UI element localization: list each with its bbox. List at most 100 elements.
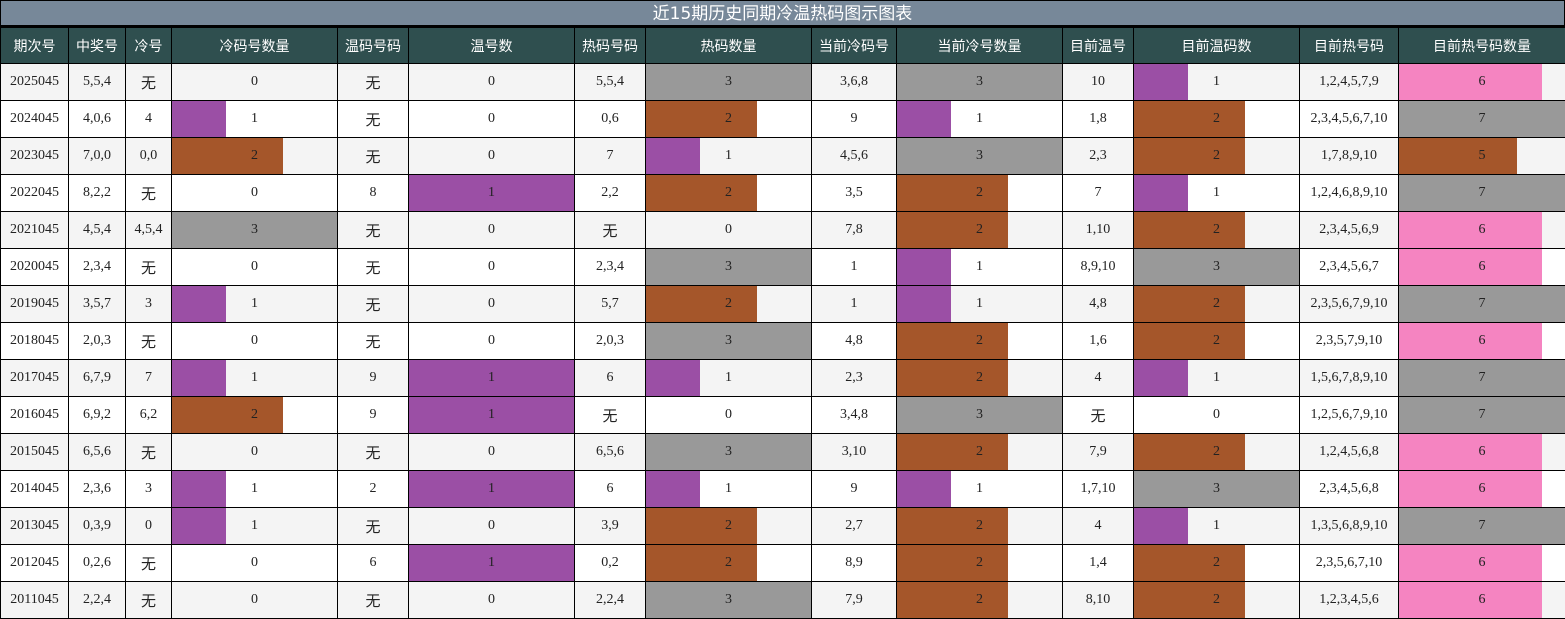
cell-current-hot-number: 2,3,4,5,6,9 bbox=[1300, 212, 1399, 249]
bar-fill bbox=[1399, 323, 1542, 359]
bar-fill bbox=[1399, 138, 1517, 174]
bar-value: 1 bbox=[1213, 74, 1220, 89]
cell-current-cold-count: 2 bbox=[897, 582, 1063, 619]
header-hot-count: 热码数量 bbox=[646, 28, 812, 64]
cell-warm-number: 无 bbox=[338, 508, 409, 545]
cell-current-hot-count: 7 bbox=[1399, 397, 1565, 434]
bar-value: 2 bbox=[725, 555, 732, 570]
cell-hot-count: 2 bbox=[646, 286, 812, 323]
cell-cold-number: 无 bbox=[126, 64, 172, 101]
cell-cold-count: 0 bbox=[172, 545, 338, 582]
cell-issue: 2017045 bbox=[1, 360, 69, 397]
cell-current-hot-number: 1,2,4,6,8,9,10 bbox=[1300, 175, 1399, 212]
cell-warm-number: 无 bbox=[338, 212, 409, 249]
cell-current-warm-count: 3 bbox=[1134, 249, 1300, 286]
cell-warm-count: 0 bbox=[409, 286, 575, 323]
bar-value: 2 bbox=[1213, 296, 1220, 311]
cell-current-warm-number: 8,10 bbox=[1063, 582, 1134, 619]
bar-value: 1 bbox=[488, 407, 495, 422]
cell-cold-count: 0 bbox=[172, 64, 338, 101]
bar-value: 0 bbox=[488, 518, 495, 533]
cell-warm-count: 0 bbox=[409, 249, 575, 286]
cell-current-cold-number: 1 bbox=[812, 249, 897, 286]
bar-value: 3 bbox=[1213, 259, 1220, 274]
cell-issue: 2023045 bbox=[1, 138, 69, 175]
bar-value: 1 bbox=[976, 259, 983, 274]
cell-warm-count: 0 bbox=[409, 212, 575, 249]
bar-value: 0 bbox=[251, 259, 258, 274]
cell-hot-number: 7 bbox=[575, 138, 646, 175]
cell-hot-number: 0,6 bbox=[575, 101, 646, 138]
bar-fill bbox=[1399, 434, 1542, 470]
cell-current-warm-number: 4 bbox=[1063, 360, 1134, 397]
cell-current-warm-count: 2 bbox=[1134, 286, 1300, 323]
cell-current-warm-number: 1,4 bbox=[1063, 545, 1134, 582]
cell-warm-number: 无 bbox=[338, 323, 409, 360]
cell-hot-number: 2,3,4 bbox=[575, 249, 646, 286]
bar-value: 1 bbox=[251, 111, 258, 126]
cell-current-hot-number: 1,2,4,5,7,9 bbox=[1300, 64, 1399, 101]
cell-hot-number: 0,2 bbox=[575, 545, 646, 582]
header-current-hot-number: 目前热号码 bbox=[1300, 28, 1399, 64]
bar-fill bbox=[646, 508, 757, 544]
cell-current-cold-number: 9 bbox=[812, 101, 897, 138]
cell-issue: 2022045 bbox=[1, 175, 69, 212]
bar-value: 0 bbox=[488, 333, 495, 348]
cell-warm-number: 无 bbox=[338, 64, 409, 101]
cell-hot-number: 5,7 bbox=[575, 286, 646, 323]
bar-value: 1 bbox=[251, 518, 258, 533]
cell-cold-number: 4 bbox=[126, 101, 172, 138]
cell-current-hot-count: 7 bbox=[1399, 360, 1565, 397]
cell-current-cold-count: 2 bbox=[897, 545, 1063, 582]
bar-value: 3 bbox=[976, 407, 983, 422]
bar-value: 0 bbox=[251, 555, 258, 570]
bar-value: 1 bbox=[1213, 518, 1220, 533]
bar-value: 1 bbox=[976, 296, 983, 311]
bar-fill bbox=[1134, 545, 1245, 581]
bar-fill bbox=[172, 138, 283, 174]
cell-current-hot-count: 7 bbox=[1399, 508, 1565, 545]
cell-winning-number: 2,0,3 bbox=[69, 323, 126, 360]
bar-value: 1 bbox=[488, 370, 495, 385]
bar-value: 6 bbox=[1479, 74, 1486, 89]
bar-value: 2 bbox=[976, 222, 983, 237]
cell-current-hot-number: 1,2,3,4,5,6 bbox=[1300, 582, 1399, 619]
cell-hot-count: 2 bbox=[646, 101, 812, 138]
bar-value: 6 bbox=[1479, 555, 1486, 570]
cell-issue: 2019045 bbox=[1, 286, 69, 323]
cell-current-hot-count: 6 bbox=[1399, 582, 1565, 619]
bar-value: 1 bbox=[251, 296, 258, 311]
bar-value: 7 bbox=[1479, 296, 1486, 311]
cell-current-warm-number: 4 bbox=[1063, 508, 1134, 545]
cell-cold-count: 1 bbox=[172, 101, 338, 138]
header-winning-number: 中奖号 bbox=[69, 28, 126, 64]
cell-current-hot-count: 6 bbox=[1399, 64, 1565, 101]
cell-current-hot-number: 1,3,5,6,8,9,10 bbox=[1300, 508, 1399, 545]
header-cold-count: 冷码号数量 bbox=[172, 28, 338, 64]
bar-fill bbox=[897, 508, 1008, 544]
bar-value: 0 bbox=[488, 222, 495, 237]
cell-warm-number: 无 bbox=[338, 138, 409, 175]
cell-hot-count: 3 bbox=[646, 249, 812, 286]
cell-current-hot-count: 6 bbox=[1399, 212, 1565, 249]
bar-fill bbox=[1399, 545, 1542, 581]
cell-current-warm-count: 2 bbox=[1134, 138, 1300, 175]
bar-value: 3 bbox=[976, 148, 983, 163]
cell-warm-count: 1 bbox=[409, 471, 575, 508]
bar-value: 0 bbox=[488, 111, 495, 126]
bar-value: 7 bbox=[1479, 111, 1486, 126]
bar-value: 0 bbox=[488, 296, 495, 311]
cell-hot-count: 1 bbox=[646, 471, 812, 508]
bar-value: 1 bbox=[488, 481, 495, 496]
cell-cold-count: 1 bbox=[172, 471, 338, 508]
bar-value: 6 bbox=[1479, 333, 1486, 348]
bar-fill bbox=[897, 323, 1008, 359]
cell-cold-number: 无 bbox=[126, 249, 172, 286]
bar-fill bbox=[897, 582, 1008, 618]
cell-current-cold-number: 3,5 bbox=[812, 175, 897, 212]
cell-winning-number: 4,5,4 bbox=[69, 212, 126, 249]
bar-value: 0 bbox=[488, 444, 495, 459]
